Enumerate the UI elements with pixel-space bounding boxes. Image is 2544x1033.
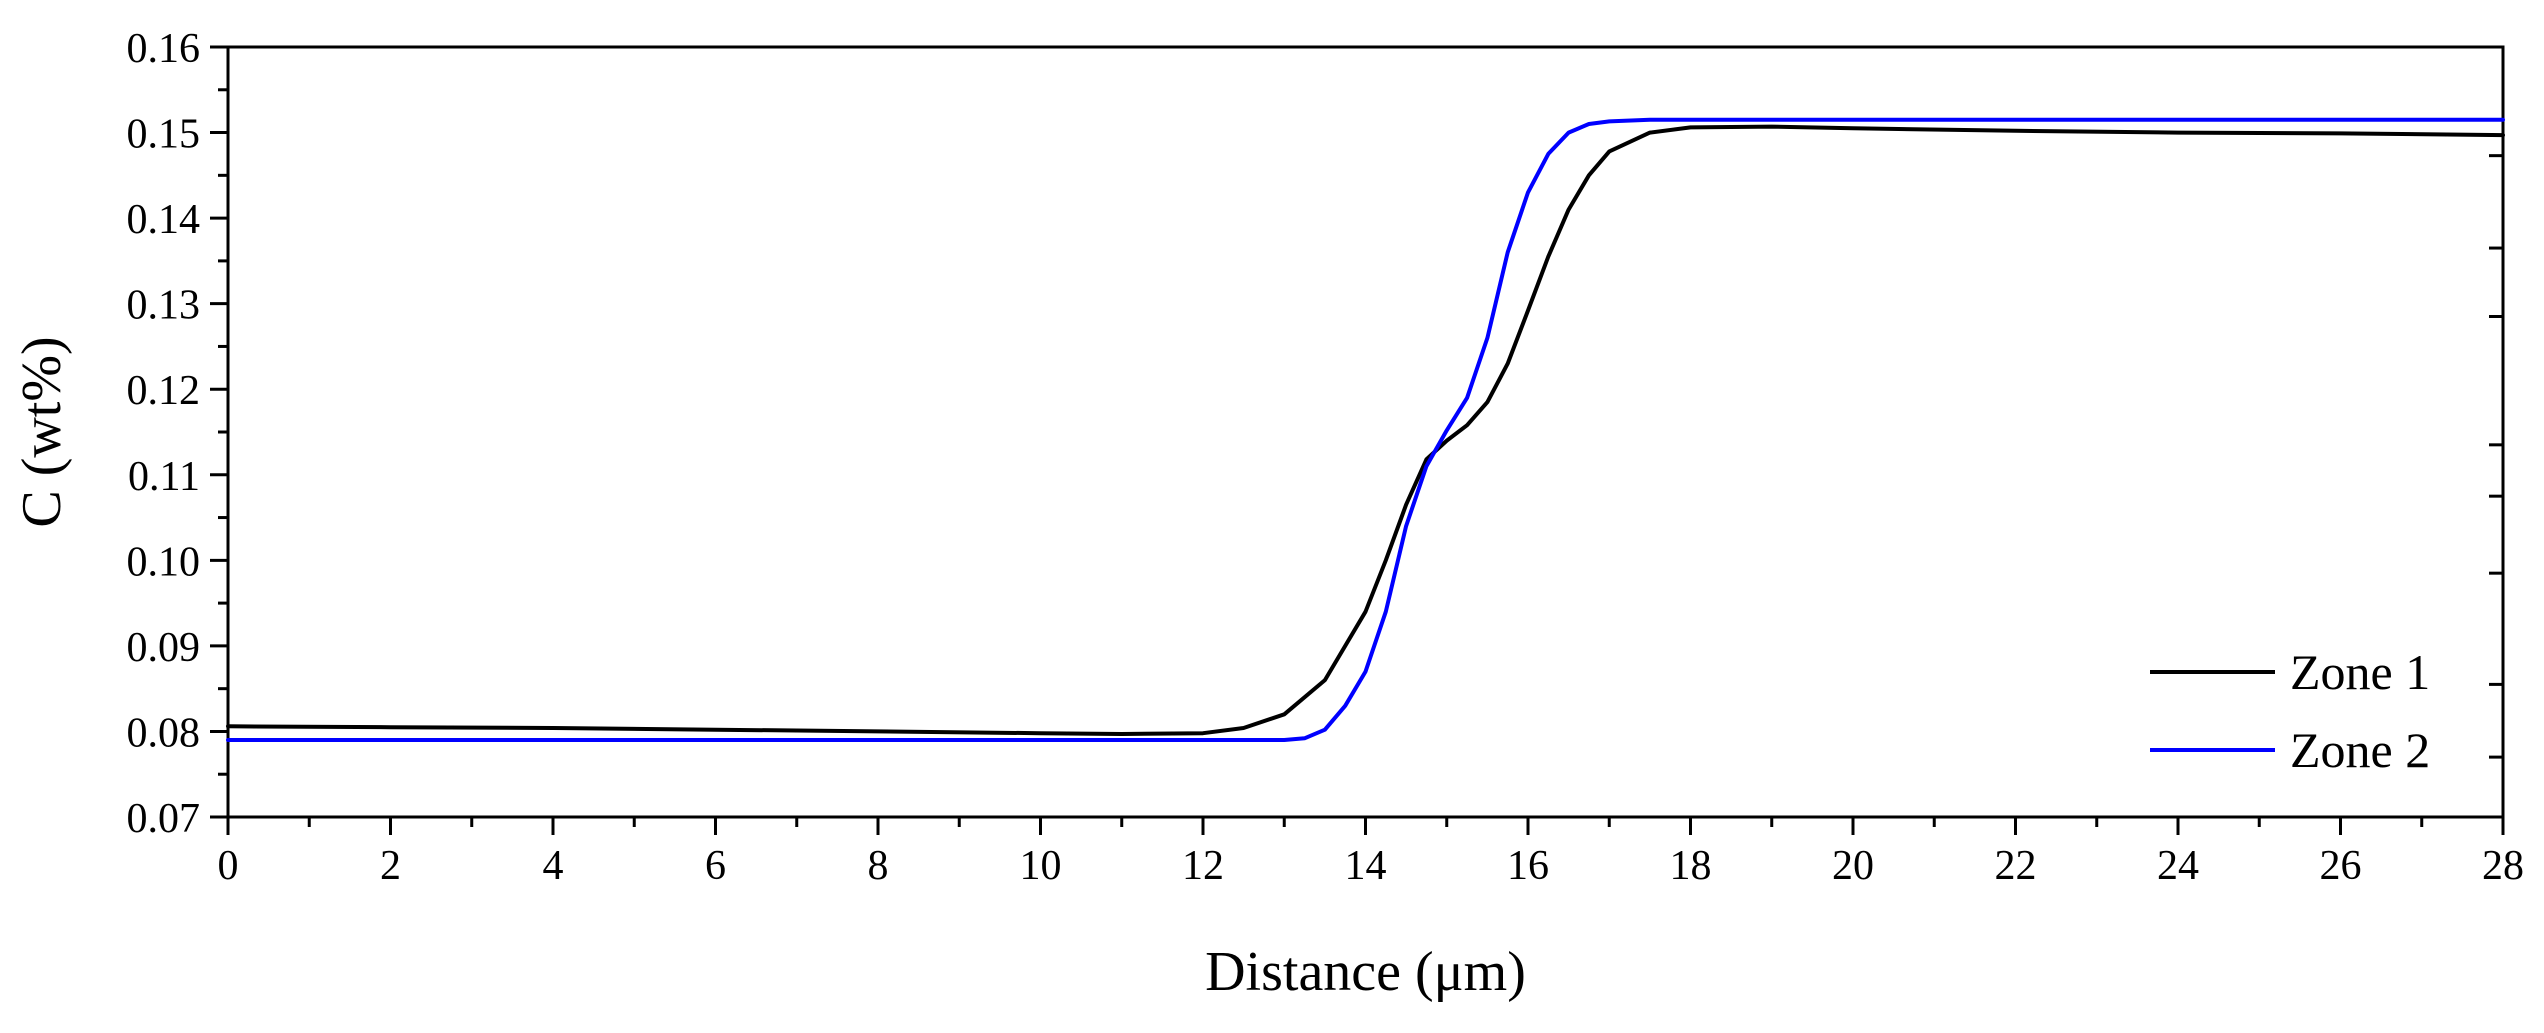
y-tick-label: 0.15 — [127, 112, 201, 158]
legend-label: Zone 1 — [2290, 644, 2430, 700]
legend: Zone 1 Zone 2 — [2150, 644, 2430, 778]
tick-labels: 0 2 4 6 8 10 12 14 16 18 20 22 24 26 280.070.080.090.1… — [127, 26, 2525, 889]
x-tick-label: 10 — [1020, 843, 1062, 889]
x-axis-title: Distance (μm) — [1205, 941, 1526, 1003]
y-tick-label: 0.13 — [127, 283, 201, 329]
y-tick-label: 0.14 — [127, 197, 201, 243]
x-tick-label: 28 — [2482, 843, 2524, 889]
x-tick-label: 4 — [543, 843, 564, 889]
plot-frame — [226, 45, 2505, 819]
x-tick-label: 8 — [868, 843, 889, 889]
y-tick-label: 0.07 — [127, 796, 201, 842]
x-tick-label: 20 — [1832, 843, 1874, 889]
series-layer — [226, 117, 2505, 742]
y-tick-label: 0.08 — [127, 710, 201, 756]
legend-label: Zone 2 — [2290, 722, 2430, 778]
x-tick-label: 24 — [2157, 843, 2199, 889]
y-tick-label: 0.10 — [127, 539, 201, 585]
x-tick-label: 22 — [1995, 843, 2037, 889]
x-tick-label: 12 — [1182, 843, 1224, 889]
x-tick-label: 18 — [1670, 843, 1712, 889]
axis-ticks — [210, 45, 2505, 835]
y-axis-title: C (wt%) — [11, 336, 73, 527]
y-tick-label: 0.12 — [127, 368, 201, 414]
x-tick-label: 2 — [380, 843, 401, 889]
y-tick-label: 0.09 — [127, 625, 201, 671]
y-tick-label: 0.16 — [127, 26, 201, 72]
series-line — [226, 117, 2505, 742]
x-tick-label: 6 — [705, 843, 726, 889]
x-tick-label: 16 — [1507, 843, 1549, 889]
x-tick-label: 26 — [2320, 843, 2362, 889]
x-tick-label: 0 — [218, 843, 239, 889]
y-tick-label: 0.11 — [128, 454, 200, 500]
series-line — [226, 124, 2505, 736]
x-tick-label: 14 — [1345, 843, 1387, 889]
